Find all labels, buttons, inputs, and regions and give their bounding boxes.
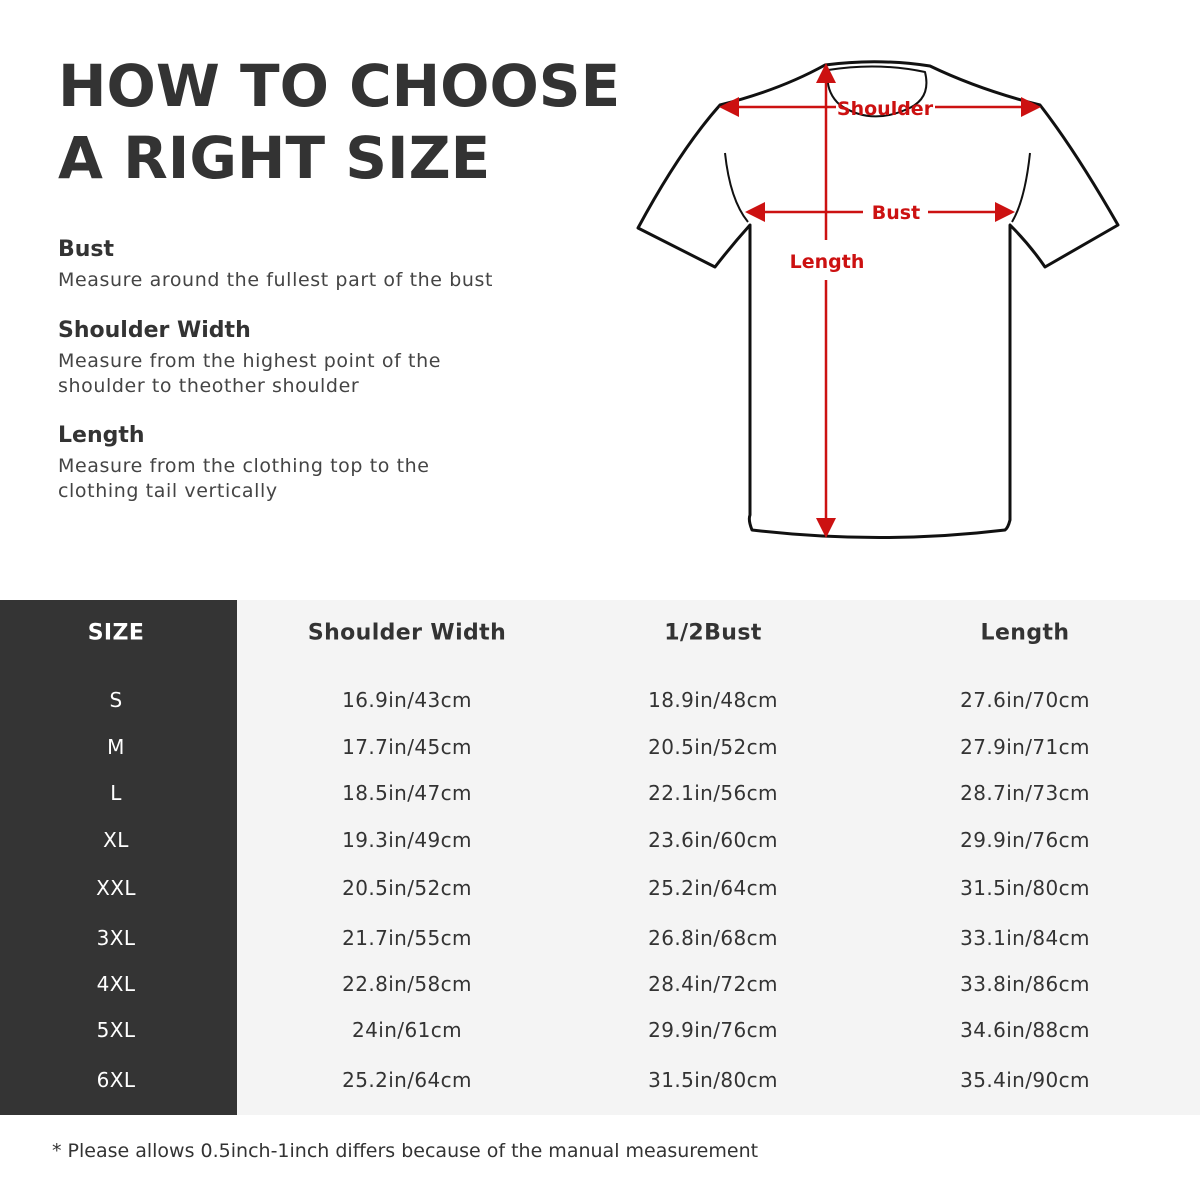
table-cell: 24in/61cm [352,1018,462,1042]
guide-text: Measure around the fullest part of the b… [58,269,494,291]
table-cell: 23.6in/60cm [648,828,778,852]
guide-text: Measure from the highest point of the sho… [58,350,441,397]
table-cell: 25.2in/64cm [648,876,778,900]
table-cell: 20.5in/52cm [342,876,472,900]
guide-shoulder-width: Shoulder Width Measure from the highest … [58,317,528,399]
guide-heading: Shoulder Width [58,318,251,343]
table-cell: 18.9in/48cm [648,688,778,712]
table-cell: 28.4in/72cm [648,972,778,996]
size-label: XXL [96,876,136,900]
table-cell: 35.4in/90cm [960,1068,1090,1092]
column-header: Shoulder Width [307,620,507,646]
table-cell: 19.3in/49cm [342,828,472,852]
table-cell: 25.2in/64cm [342,1068,472,1092]
table-cell: 22.1in/56cm [648,781,778,805]
guide-heading: Length [58,423,145,448]
size-label: 6XL [96,1068,136,1092]
table-cell: 31.5in/80cm [648,1068,778,1092]
size-table: SIZE Shoulder Width 1/2Bust Length S 16.9in/4… [0,600,1200,1115]
column-header: 1/2Bust [664,620,762,646]
size-label: M [107,735,125,759]
table-cell: 28.7in/73cm [960,781,1090,805]
table-cell: 33.1in/84cm [960,926,1090,950]
guide-bust: Bust Measure around the fullest part of … [58,236,528,293]
table-cell: 26.8in/68cm [648,926,778,950]
table-cell: 31.5in/80cm [960,876,1090,900]
guide-text: Measure from the clothing top to the clot… [58,455,430,502]
table-cell: 27.9in/71cm [960,735,1090,759]
size-label: 4XL [96,972,136,996]
size-column [0,600,237,1115]
table-cell: 33.8in/86cm [960,972,1090,996]
table-cell: 29.9in/76cm [648,1018,778,1042]
measurement-note: * Please allows 0.5inch-1inch differs be… [52,1140,759,1162]
measure-arrows [719,63,1041,538]
guide-heading: Bust [58,237,115,262]
tshirt-outline [636,60,1120,539]
table-cell: 27.6in/70cm [960,688,1090,712]
size-label: XL [103,828,129,852]
title-line: A RIGHT SIZE [58,124,491,192]
table-cell: 16.9in/43cm [342,688,472,712]
size-label: 5XL [96,1018,136,1042]
size-label: 3XL [96,926,136,950]
table-cell: 21.7in/55cm [342,926,472,950]
bust-label: Bust [872,202,920,224]
guide-length: Length Measure from the clothing top to … [58,422,528,504]
table-cell: 17.7in/45cm [342,735,472,759]
tshirt-diagram: Shoulder Bust Length [636,60,1120,539]
size-label: S [109,688,123,712]
column-header: Length [980,620,1070,646]
shoulder-label: Shoulder [837,98,934,120]
length-label: Length [790,251,865,273]
page-title: HOW TO CHOOSE A RIGHT SIZE [58,50,620,194]
table-cell: 20.5in/52cm [648,735,778,759]
table-cell: 22.8in/58cm [342,972,472,996]
table-cell: 29.9in/76cm [960,828,1090,852]
table-cell: 18.5in/47cm [342,781,472,805]
title-line: HOW TO CHOOSE [58,52,621,120]
column-header: SIZE [87,620,145,646]
table-cell: 34.6in/88cm [960,1018,1090,1042]
size-label: L [110,781,122,805]
